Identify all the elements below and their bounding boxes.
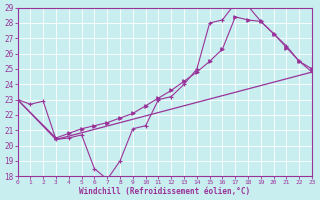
- X-axis label: Windchill (Refroidissement éolien,°C): Windchill (Refroidissement éolien,°C): [79, 187, 250, 196]
